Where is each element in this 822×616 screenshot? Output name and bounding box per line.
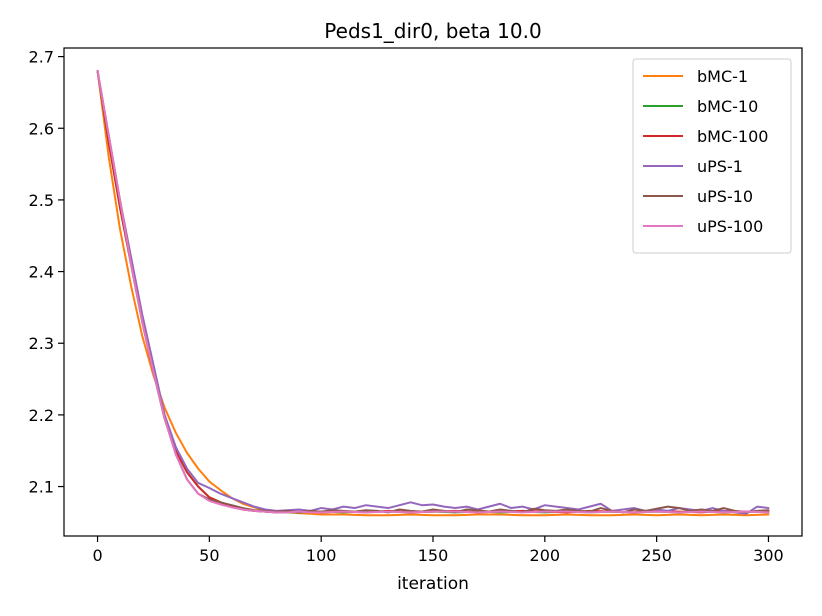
- chart-title: Peds1_dir0, beta 10.0: [324, 19, 541, 43]
- y-tick-label: 2.2: [29, 406, 54, 425]
- legend-label-ups-1: uPS-1: [697, 157, 743, 176]
- series-line-bmc-1: [96, 69, 770, 517]
- x-axis-label: iteration: [397, 574, 469, 594]
- x-tick-label: 150: [418, 546, 449, 565]
- x-tick-label: 0: [92, 546, 102, 565]
- legend-box: [632, 58, 792, 254]
- legend-label-bmc-1: bMC-1: [697, 67, 748, 86]
- legend-label-bmc-10: bMC-10: [697, 97, 758, 116]
- y-tick-label: 2.5: [29, 191, 54, 210]
- y-tick-label: 2.3: [29, 334, 54, 353]
- plot-area: [96, 69, 770, 517]
- x-tick-label: 100: [306, 546, 337, 565]
- x-tick-label: 300: [753, 546, 784, 565]
- y-tick-label: 2.1: [29, 478, 54, 497]
- legend-label-ups-100: uPS-100: [697, 217, 763, 236]
- axes: 0 50 100 150 200 250 300 2.1 2.2 2.3 2.4 2.5 2.6 2.7: [29, 47, 803, 565]
- series-line-ups-10: [96, 69, 770, 514]
- legend-label-bmc-100: bMC-100: [697, 127, 768, 146]
- y-tick-label: 2.4: [29, 263, 54, 282]
- legend-label-ups-10: uPS-10: [697, 187, 753, 206]
- series-line-ups-100: [96, 69, 770, 514]
- legend: bMC-1 bMC-10 bMC-100 uPS-1 uPS-10 uPS-100: [632, 58, 792, 254]
- y-tick-label: 2.7: [29, 48, 54, 67]
- y-tick-label: 2.6: [29, 119, 54, 138]
- x-tick-label: 200: [530, 546, 561, 565]
- x-tick-label: 50: [199, 546, 219, 565]
- x-tick-label: 250: [641, 546, 672, 565]
